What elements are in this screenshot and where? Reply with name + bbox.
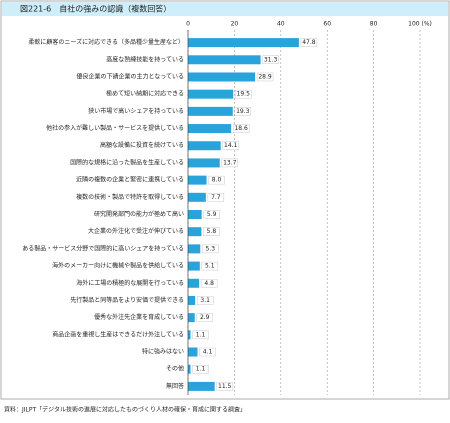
value-label: 1.1 [196, 366, 206, 373]
bar [188, 106, 233, 116]
bar [188, 227, 202, 237]
bar [188, 55, 261, 65]
y-tick-label: 先行製品と同等品をより安価で提供できる [70, 296, 184, 304]
x-tick-label: 80 [370, 21, 378, 28]
x-tick-label: 60 [323, 21, 331, 28]
value-label-box [199, 347, 216, 357]
value-label-box [203, 227, 220, 236]
bar [188, 244, 201, 254]
value-label: 4.8 [204, 280, 214, 287]
value-label-box [196, 296, 214, 305]
x-tick-label: 40 [277, 21, 285, 28]
y-tick-label: 研究開発部門の能力が極めて高い [94, 210, 184, 218]
value-label: 47.8 [302, 39, 316, 46]
value-label: 5.9 [207, 211, 217, 218]
y-tick-label: 近隣の複数の企業と緊密に連携している [76, 176, 184, 184]
value-label-box [256, 72, 274, 82]
value-label: 14.1 [224, 142, 238, 149]
bar [188, 330, 191, 340]
value-label: 5.3 [206, 245, 216, 252]
y-tick-label: 柔軟に顧客のニーズに対応できる（多品種少量生産など） [28, 38, 184, 46]
bar [188, 347, 198, 357]
y-tick-label: ある製品・サービス分野で国際的に高いシェアを持っている [22, 244, 184, 252]
bar [188, 313, 195, 323]
value-label: 28.9 [258, 73, 272, 80]
y-tick-label: 複数の技術・製品で特許を取得している [76, 193, 184, 201]
value-label: 7.7 [211, 194, 221, 201]
value-label-box [201, 261, 219, 271]
y-tick-label: 極めて短い納期に対応できる [106, 90, 184, 98]
value-label-box [300, 38, 318, 47]
y-tick-label: 海外のメーカー向けに機械や製品を供給している [52, 262, 184, 270]
y-tick-label: 優良企業の下請企業の主力となっている [76, 72, 184, 80]
value-label: 13.7 [223, 159, 237, 166]
value-label-box [235, 89, 252, 99]
bar [188, 278, 200, 288]
y-tick-label: その他 [166, 365, 184, 373]
x-tick-label: 20 [231, 21, 239, 28]
bar [188, 261, 200, 271]
value-label: 5.1 [205, 263, 215, 270]
value-label-box [203, 210, 220, 219]
value-label: 3.1 [200, 297, 210, 304]
value-label: 31.3 [264, 56, 278, 63]
y-tick-label: 無回答 [166, 382, 184, 390]
bar [188, 192, 206, 202]
value-label: 1.1 [196, 331, 206, 338]
bar [188, 364, 191, 374]
y-tick-label: 高額な設備に投資を続けている [100, 141, 184, 149]
value-label: 2.9 [200, 314, 210, 321]
bar [188, 158, 220, 168]
y-tick-label: 大企業の外注化で受注が伸びている [88, 227, 184, 235]
value-label-box [202, 244, 219, 254]
x-tick-label: 100 (%) [408, 21, 432, 28]
bar [188, 89, 234, 99]
y-tick-label: 特に強みはない [142, 348, 184, 356]
value-label-box [192, 365, 209, 374]
y-tick-label: 優秀な外注先企業を育成している [94, 313, 184, 321]
chart-title: 図221-6 自社の強みの認識（複数回答） [20, 4, 171, 14]
bar [188, 210, 202, 219]
y-tick-label: 商品企画を重視し生産はできるだけ外注している [52, 330, 184, 338]
x-tick-label: 0 [186, 21, 190, 28]
value-label-box [222, 141, 239, 150]
frame [0, 0, 450, 400]
value-label-box [221, 158, 238, 168]
value-label-box [234, 107, 251, 116]
value-label-box [200, 279, 218, 288]
value-label: 5.8 [207, 228, 217, 235]
value-label-box [196, 313, 213, 322]
title-bar [2, 2, 448, 16]
value-label: 11.5 [218, 383, 232, 390]
value-label: 18.6 [234, 125, 248, 132]
value-label-box [262, 55, 279, 64]
bar [188, 175, 207, 185]
source: 資料：JILPT「デジタル技術の進展に対応したものづくり人材の確保・育成に関する… [4, 406, 246, 414]
value-label: 8.0 [212, 177, 222, 184]
value-label: 4.1 [203, 349, 213, 356]
bar [188, 295, 196, 305]
value-label-box [208, 175, 225, 185]
y-tick-label: 高度な熟練技能を持っている [106, 55, 184, 63]
value-label: 19.3 [236, 108, 250, 115]
y-tick-label: 狭い市場で高いシェアを持っている [88, 107, 184, 115]
y-tick-label: 海外に工場の積極的な展開を行っている [76, 279, 184, 287]
value-label-box [232, 124, 250, 133]
y-tick-label: 他社の参入が難しい製品・サービスを提供している [46, 124, 184, 132]
bar [188, 72, 256, 82]
value-label-box [216, 382, 233, 391]
bar [188, 381, 215, 391]
bar [188, 38, 299, 48]
value-label: 19.5 [237, 91, 251, 98]
bar [188, 141, 221, 151]
value-label-box [192, 330, 209, 340]
bar [188, 124, 232, 134]
y-tick-label: 国際的な規格に沿った製品を生産している [70, 158, 184, 166]
value-label-box [207, 193, 225, 202]
